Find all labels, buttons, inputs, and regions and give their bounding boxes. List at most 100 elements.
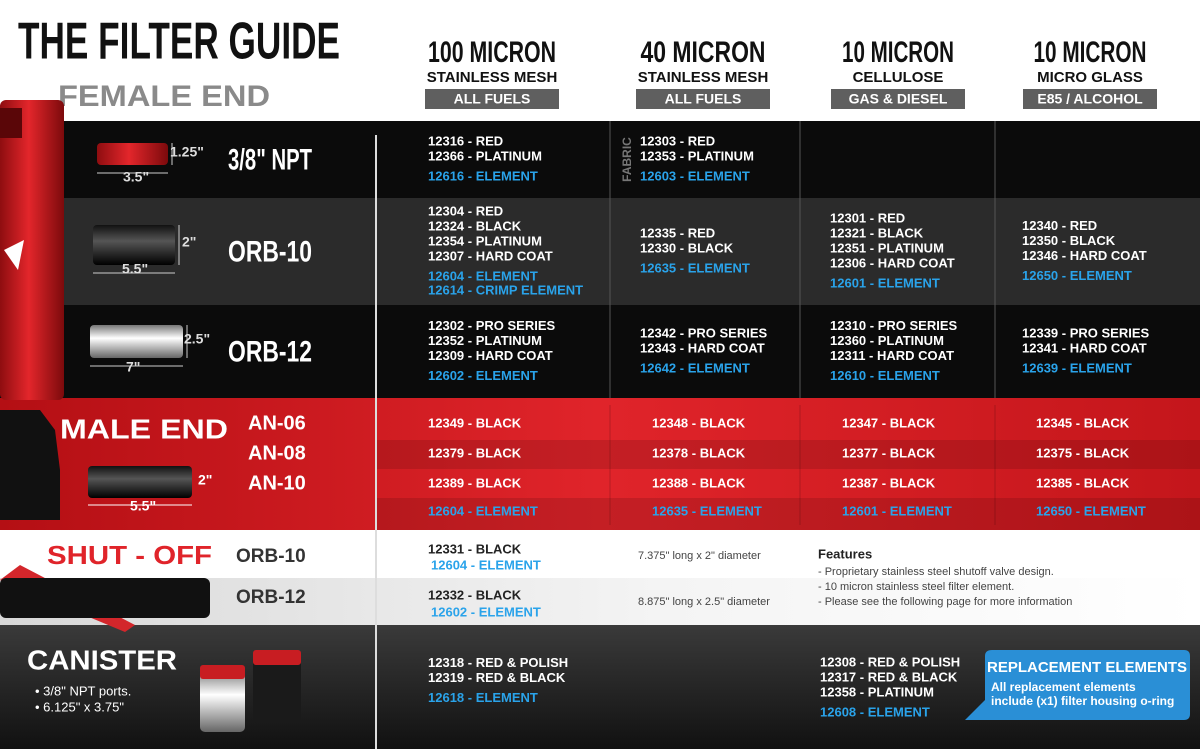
part-number: 12354 - PLATINUM [428, 233, 542, 248]
part-number: 12335 - RED [640, 225, 715, 240]
valve-image [0, 578, 210, 618]
column-title: 10 MICRON [1034, 36, 1147, 69]
element-number: 12616 - ELEMENT [428, 168, 538, 183]
canister-image [200, 665, 245, 679]
column-title: 10 MICRON [842, 36, 954, 69]
dimension: 7" [126, 359, 140, 375]
filter-image [97, 143, 168, 165]
element-number: 12650 - ELEMENT [1022, 268, 1132, 283]
replacement-box [965, 650, 1190, 720]
fitting-size: AN-08 [248, 442, 306, 464]
part-number: 12389 - BLACK [428, 475, 522, 490]
canister-image [253, 655, 301, 723]
canister-note: • 6.125" x 3.75" [35, 699, 124, 714]
female-row-bg [0, 121, 1200, 198]
part-number: 12348 - BLACK [652, 415, 746, 430]
part-number: 12346 - HARD COAT [1022, 248, 1147, 263]
element-number: 12642 - ELEMENT [640, 360, 750, 375]
fitting-size: ORB-10 [236, 546, 306, 567]
element-number: 12614 - CRIMP ELEMENT [428, 282, 583, 297]
part-number: 12339 - PRO SERIES [1022, 325, 1149, 340]
replacement-title: REPLACEMENT ELEMENTS [987, 659, 1187, 676]
fitting-size: ORB-12 [236, 587, 306, 608]
replacement-text: All replacement elements [991, 680, 1136, 694]
part-number: 12388 - BLACK [652, 475, 746, 490]
part-number: 12309 - HARD COAT [428, 348, 553, 363]
part-number: 12304 - RED [428, 203, 503, 218]
element-number: 12601 - ELEMENT [842, 503, 952, 518]
section-title: MALE END [60, 413, 228, 444]
part-number: 12324 - BLACK [428, 218, 522, 233]
part-number: 12358 - PLATINUM [820, 684, 934, 699]
part-number: 12321 - BLACK [830, 225, 924, 240]
filter-image [0, 108, 22, 138]
part-number: 12302 - PRO SERIES [428, 318, 555, 333]
filter-image [88, 466, 192, 498]
page-title: THE FILTER GUIDE [18, 13, 340, 71]
fuel-badge [831, 89, 965, 109]
element-number: 12604 - ELEMENT [428, 503, 538, 518]
part-number: 12319 - RED & BLACK [428, 670, 566, 685]
dimension: 2.5" [184, 331, 210, 347]
element-number: 12601 - ELEMENT [830, 275, 940, 290]
part-number: 12375 - BLACK [1036, 445, 1130, 460]
fuel-badge-label: ALL FUELS [454, 91, 531, 107]
column-media: MICRO GLASS [1037, 69, 1143, 86]
part-number: 12353 - PLATINUM [640, 148, 754, 163]
part-number: 12306 - HARD COAT [830, 255, 955, 270]
part-number: 12379 - BLACK [428, 445, 522, 460]
section-title: CANISTER [27, 644, 177, 675]
part-number: 12308 - RED & POLISH [820, 654, 960, 669]
feature-item: - Please see the following page for more… [818, 596, 1072, 608]
part-number: 12317 - RED & BLACK [820, 669, 958, 684]
dimension: 5.5" [130, 498, 156, 514]
part-number: 12340 - RED [1022, 218, 1097, 233]
column-title: 100 MICRON [428, 36, 556, 69]
filter-image [93, 225, 175, 265]
canister-image [200, 670, 245, 732]
element-number: 12639 - ELEMENT [1022, 360, 1132, 375]
part-number: 12307 - HARD COAT [428, 248, 553, 263]
male-stripe [376, 440, 1200, 469]
part-number: 12352 - PLATINUM [428, 333, 542, 348]
part-number: 12366 - PLATINUM [428, 148, 542, 163]
dimension: 5.5" [122, 261, 148, 277]
column-title: 40 MICRON [641, 36, 766, 69]
filter-logo [4, 240, 24, 270]
part-number: 12342 - PRO SERIES [640, 325, 767, 340]
part-number: 12351 - PLATINUM [830, 240, 944, 255]
part-number: 12377 - BLACK [842, 445, 936, 460]
part-number: 12310 - PRO SERIES [830, 318, 957, 333]
canister-note: • 3/8" NPT ports. [35, 683, 131, 698]
part-number: 12360 - PLATINUM [830, 333, 944, 348]
element-number: 12635 - ELEMENT [652, 503, 762, 518]
female-row-bg [0, 198, 1200, 305]
part-number: 12350 - BLACK [1022, 233, 1116, 248]
fitting-size: 3/8" NPT [228, 143, 312, 176]
fuel-badge [1023, 89, 1157, 109]
part-number: 12303 - RED [640, 133, 715, 148]
part-number: 12343 - HARD COAT [640, 340, 765, 355]
element-number: 12608 - ELEMENT [820, 704, 930, 719]
canister-image [253, 650, 301, 665]
part-number: 12311 - HARD COAT [830, 348, 954, 363]
column-media: STAINLESS MESH [638, 69, 769, 86]
male-bg [0, 398, 1200, 530]
element-number: 12602 - ELEMENT [428, 368, 538, 383]
element-number: 12650 - ELEMENT [1036, 503, 1146, 518]
fuel-badge-label: GAS & DIESEL [849, 91, 948, 107]
side-label: FABRIC [620, 137, 634, 182]
dimension: 1.25" [170, 144, 204, 160]
part-number: 12316 - RED [428, 133, 503, 148]
fuel-badge [636, 89, 770, 109]
filter-image [0, 100, 64, 400]
filter-image [90, 325, 183, 358]
fitting-image [0, 410, 60, 520]
part-number: 12385 - BLACK [1036, 475, 1130, 490]
dimension: 7.375" long x 2" diameter [638, 550, 761, 562]
part-number: 12330 - BLACK [640, 240, 734, 255]
part-number: 12341 - HARD COAT [1022, 340, 1147, 355]
female-row-bg [0, 305, 1200, 398]
column-media: STAINLESS MESH [427, 69, 558, 86]
